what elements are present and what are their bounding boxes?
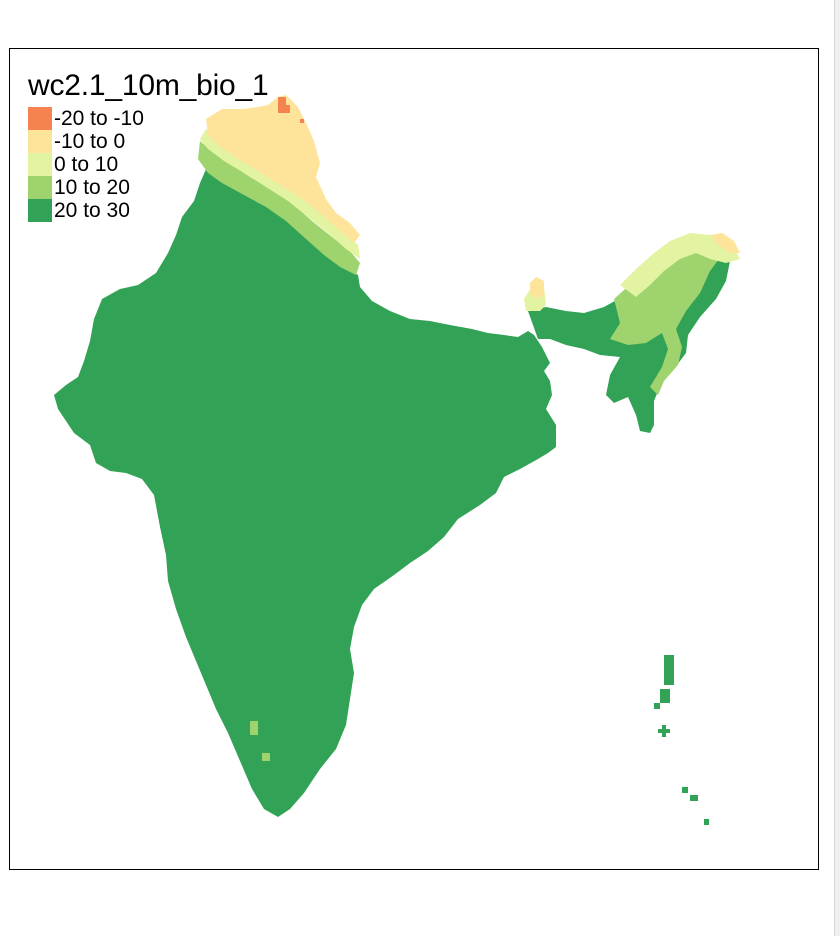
legend-swatch	[28, 199, 52, 222]
legend-item: 20 to 30	[28, 199, 269, 222]
region-himalaya-minus10-0	[206, 95, 360, 243]
peak-pixel	[300, 119, 304, 123]
island	[654, 703, 660, 709]
legend-item: 0 to 10	[28, 153, 269, 176]
region-sikkim-minus10-0	[530, 277, 544, 299]
region-himalaya-10-20	[198, 141, 360, 275]
legend-swatch	[28, 107, 52, 130]
legend-label: 0 to 10	[54, 153, 119, 176]
hill-patch	[262, 753, 270, 761]
raster-map	[54, 95, 740, 825]
legend-swatch	[28, 176, 52, 199]
region-himalaya-0-10	[200, 129, 360, 259]
island	[690, 795, 698, 801]
legend-label: 20 to 30	[54, 199, 130, 222]
region-ne-0-10	[620, 233, 740, 297]
region-mainland	[54, 167, 556, 817]
island	[660, 689, 670, 703]
legend-item: -20 to -10	[28, 107, 269, 130]
island	[658, 729, 670, 733]
scrollbar-track[interactable]	[834, 0, 840, 936]
legend-list: -20 to -10 -10 to 0 0 to 10 10 to 20 20 …	[28, 107, 269, 222]
peak-pixel	[278, 97, 286, 113]
region-ne-minus10-0	[710, 233, 740, 253]
legend-swatch	[28, 153, 52, 176]
island	[704, 819, 709, 825]
legend-label: -10 to 0	[54, 130, 126, 153]
legend-item: 10 to 20	[28, 176, 269, 199]
peak-pixel	[286, 105, 290, 113]
map-panel: wc2.1_10m_bio_1 -20 to -10 -10 to 0 0 to…	[9, 48, 819, 870]
island	[682, 787, 688, 793]
legend-label: 10 to 20	[54, 176, 130, 199]
legend-item: -10 to 0	[28, 130, 269, 153]
legend-label: -20 to -10	[54, 107, 144, 130]
legend-title: wc2.1_10m_bio_1	[28, 69, 269, 102]
hill-patch	[250, 721, 258, 735]
legend: wc2.1_10m_bio_1 -20 to -10 -10 to 0 0 to…	[28, 71, 269, 222]
legend-swatch	[28, 130, 52, 153]
island	[664, 655, 674, 685]
